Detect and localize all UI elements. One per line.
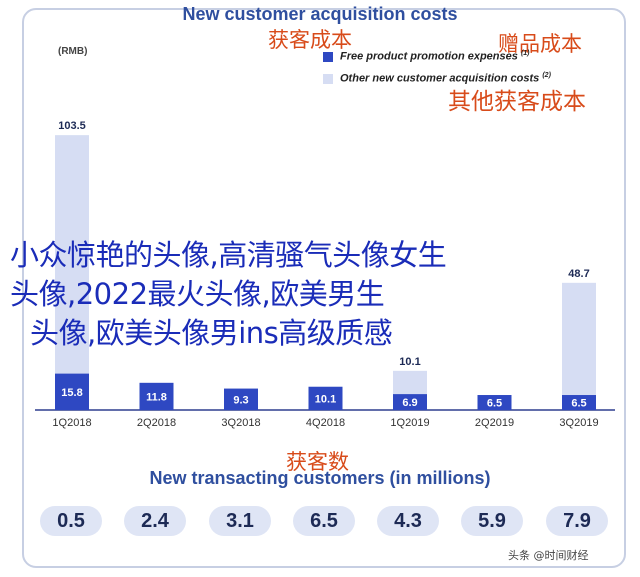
stacked-bar-chart: 103.5 15.8 1Q2018 11.8 2Q2018 9.3 3Q2018 10.1 4Q… (35, 120, 615, 429)
transacting-value: 3.1 (209, 506, 271, 536)
bar-free-promo (477, 395, 512, 410)
legend-swatch-free (323, 52, 333, 62)
transacting-value: 5.9 (461, 506, 523, 536)
data-label-free: 11.8 (146, 391, 167, 403)
x-tick-label: 1Q2019 (390, 417, 429, 429)
bar-free-promo (139, 382, 174, 410)
transacting-value: 7.9 (546, 506, 608, 536)
x-tick-label: 4Q2018 (306, 417, 345, 429)
bar-free-promo (393, 394, 427, 410)
data-label-other: 103.5 (58, 120, 86, 132)
cn-label-total-cost: 获客成本 (268, 28, 352, 52)
x-tick-label: 1Q2018 (52, 417, 91, 429)
bar-free-promo (308, 386, 343, 410)
cn-label-customer-count: 获客数 (286, 450, 349, 474)
x-tick-label: 3Q2019 (559, 417, 598, 429)
x-tick-label: 3Q2018 (221, 417, 260, 429)
transacting-value: 2.4 (124, 506, 186, 536)
bar-other-cost (393, 370, 427, 395)
transacting-value: 0.5 (40, 506, 102, 536)
bar-free-promo (562, 395, 596, 410)
transacting-value: 6.5 (293, 506, 355, 536)
x-tick-label: 2Q2019 (475, 417, 514, 429)
data-label-other: 48.7 (568, 268, 589, 280)
cn-label-free-promo: 赠品成本 (498, 32, 582, 56)
transacting-values: 0.5 2.4 3.1 6.5 4.3 5.9 7.9 (40, 506, 610, 538)
y-unit-label: (RMB) (58, 46, 88, 57)
transacting-value: 4.3 (377, 506, 439, 536)
data-label-free: 6.5 (487, 398, 502, 410)
data-label-free: 10.1 (315, 393, 336, 405)
transacting-title: New transacting customers (in millions) (149, 468, 491, 488)
legend-label-other: Other new customer acquisition costs (2) (340, 72, 551, 85)
bar-free-promo (55, 373, 89, 410)
chart-title: New customer acquisition costs (182, 4, 458, 24)
legend-swatch-other (323, 74, 333, 84)
data-label-other: 10.1 (399, 356, 420, 368)
legend-label-free: Free product promotion expenses (1) (340, 50, 530, 63)
chart-frame (22, 8, 626, 568)
overlay-text-line3: 头像,欧美头像男ins高级质感 (30, 316, 393, 350)
data-label-free: 9.3 (233, 394, 248, 406)
bar-free-promo (224, 388, 258, 410)
bar-other-cost (55, 135, 89, 374)
overlay-text-line1: 小众惊艳的头像,高清骚气头像女生 (10, 238, 447, 272)
data-label-free: 6.5 (571, 398, 586, 410)
watermark: 头条 @时间财经 (508, 549, 589, 562)
data-label-free: 15.8 (61, 387, 82, 399)
x-tick-label: 2Q2018 (137, 417, 176, 429)
overlay-text-line2: 头像,2022最火头像,欧美男生 (10, 277, 385, 311)
bar-other-cost (562, 282, 596, 396)
cn-label-other-cost: 其他获客成本 (448, 89, 586, 115)
data-label-free: 6.9 (402, 397, 417, 409)
